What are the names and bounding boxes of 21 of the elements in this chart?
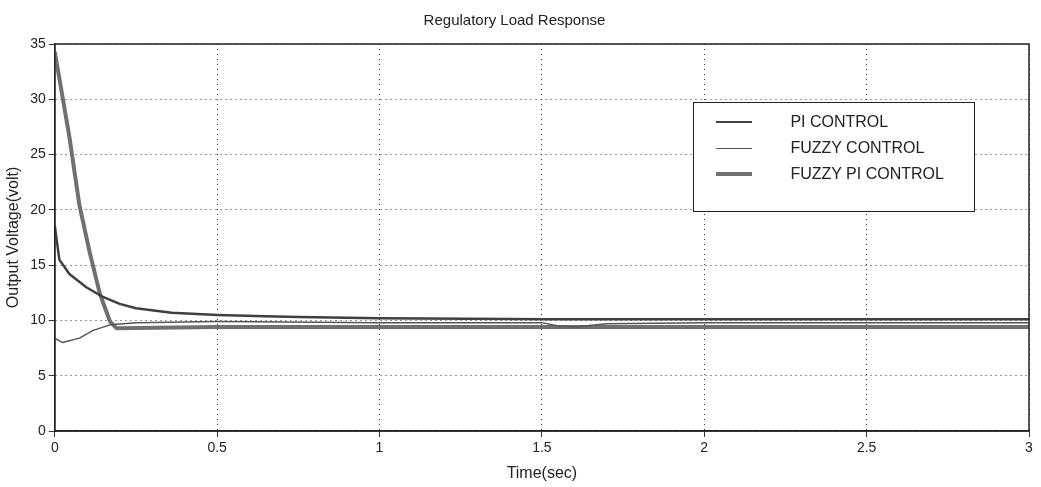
legend-label: PI CONTROL	[790, 113, 889, 132]
y-tick-label: 5	[37, 366, 46, 383]
y-tick-label: 35	[30, 34, 46, 51]
x-tick-label: 3	[1025, 439, 1034, 456]
x-tick-label: 1	[375, 439, 384, 456]
x-tick-label: 2	[700, 439, 709, 456]
y-tick-label: 30	[30, 90, 46, 107]
y-tick-label: 10	[30, 311, 46, 328]
y-tick-label: 0	[37, 421, 46, 438]
x-tick-label: 2.5	[856, 439, 877, 456]
y-axis-title: Output Voltage(volt)	[4, 166, 22, 309]
y-tick-label: 15	[30, 256, 46, 272]
x-tick-label: 0	[50, 439, 59, 456]
x-tick-label: 0.5	[207, 439, 228, 456]
chart-title: Regulatory Load Response	[423, 11, 606, 29]
y-tick-label: 25	[30, 145, 46, 162]
y-tick-label: 20	[30, 200, 46, 217]
legend-label: FUZZY CONTROL	[790, 139, 925, 158]
x-axis-title: Time(sec)	[506, 463, 578, 481]
legend-label: FUZZY PI CONTROL	[790, 165, 944, 184]
x-tick-label: 1.5	[532, 439, 552, 456]
